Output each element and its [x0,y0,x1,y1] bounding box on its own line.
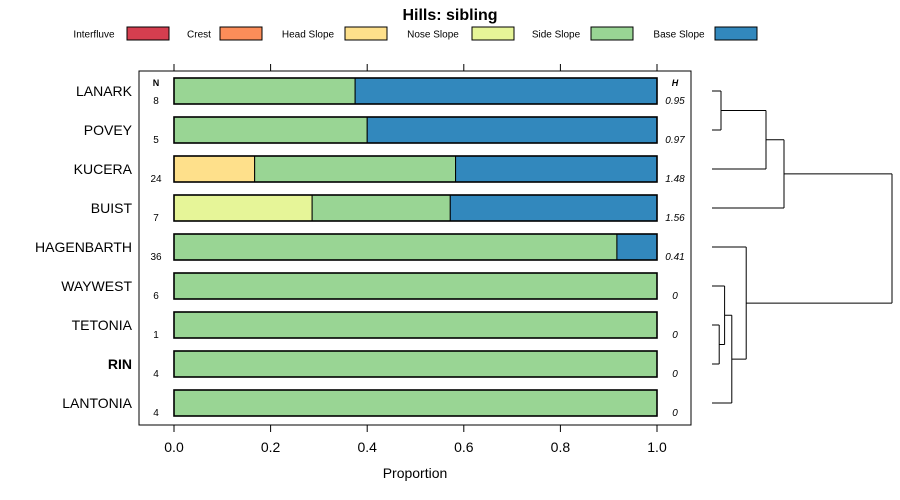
x-tick-label: 1.0 [647,439,667,455]
bar-segment-side-slope [254,155,457,183]
legend-swatch-head-slope [344,26,388,41]
legend-swatch-nose-slope [471,26,515,41]
h-value: 0 [672,291,678,302]
bar-segment-side-slope [173,389,658,417]
n-value: 5 [153,135,159,146]
row-povey: POVEY 5 0.97 [84,116,685,146]
bar-outline [173,389,658,417]
bar-outline [173,272,658,300]
x-tick-label: 0.8 [551,439,571,455]
h-value: 1.48 [665,174,685,185]
h-value: 0 [672,408,678,419]
dendrogram [712,90,893,404]
legend-label-interfluve: Interfluve [73,30,115,41]
n-value: 6 [153,291,159,302]
x-tick-label: 0.0 [164,439,184,455]
n-column-header: N [153,78,160,88]
bar-segment-head-slope [173,155,256,183]
bar-outline [173,116,658,144]
n-value: 36 [150,252,162,263]
legend-swatch-interfluve [126,26,170,41]
y-label: BUIST [91,200,133,216]
bar-outline [173,155,658,183]
h-value: 0 [672,369,678,380]
row-waywest: WAYWEST 6 0 [61,272,678,302]
bar-outline [173,77,658,105]
bar-segment-base-slope [366,116,658,144]
bar-segment-side-slope [173,116,368,144]
bar-segment-base-slope [354,77,658,105]
bar-segment-nose-slope [173,194,313,222]
h-value: 1.56 [665,213,685,224]
bar-segment-side-slope [173,77,356,105]
n-value: 1 [153,330,159,341]
y-label: RIN [108,356,132,372]
h-column-header: H [672,78,679,88]
h-value: 0.41 [665,252,684,263]
n-value: 4 [153,369,159,380]
y-label: POVEY [84,122,133,138]
legend-label-head-slope: Head Slope [282,30,335,41]
row-rin: RIN 4 0 [108,350,678,380]
n-value: 7 [153,213,159,224]
y-label: HAGENBARTH [35,239,132,255]
legend: Interfluve Crest Head Slope Nose Slope Side … [73,26,758,41]
bar-segment-base-slope [455,155,658,183]
y-label: LANARK [76,83,133,99]
n-value: 8 [153,96,159,107]
h-value: 0 [672,330,678,341]
bar-segment-side-slope [311,194,451,222]
chart-title: Hills: sibling [402,7,497,24]
bar-outline [173,233,658,261]
plot-frame [138,70,692,426]
bar-outline [173,311,658,339]
legend-label-base-slope: Base Slope [653,30,705,41]
x-axis-label: Proportion [383,465,448,481]
x-axis: 0.0 0.2 0.4 0.6 0.8 1.0 [164,64,667,455]
row-lantonia: LANTONIA 4 0 [62,389,678,419]
x-tick-label: 0.4 [357,439,377,455]
h-value: 0.97 [665,135,685,146]
row-kucera: KUCERA 24 1.48 [74,155,685,185]
bar-segment-base-slope [449,194,658,222]
bar-segment-side-slope [173,272,658,300]
bar-rows: LANARK 8 0.95 POVEY 5 0.97 KUCERA 24 1.48 BUIST 7 1… [35,77,685,419]
legend-label-nose-slope: Nose Slope [407,30,459,41]
y-label: LANTONIA [62,395,132,411]
legend-swatch-crest [219,26,263,41]
y-label: WAYWEST [61,278,132,294]
legend-swatch-base-slope [714,26,758,41]
h-value: 0.95 [665,96,685,107]
bar-outline [173,194,658,222]
x-tick-label: 0.6 [454,439,474,455]
n-value: 24 [150,174,162,185]
legend-label-side-slope: Side Slope [532,30,581,41]
row-buist: BUIST 7 1.56 [91,194,685,224]
row-hagenbarth: HAGENBARTH 36 0.41 [35,233,685,263]
n-value: 4 [153,408,159,419]
y-label: TETONIA [72,317,133,333]
bar-segment-side-slope [173,311,658,339]
row-tetonia: TETONIA 1 0 [72,311,678,341]
bar-segment-side-slope [173,233,618,261]
bar-segment-side-slope [173,350,658,378]
legend-swatch-side-slope [590,26,634,41]
bar-outline [173,350,658,378]
row-lanark: LANARK 8 0.95 [76,77,685,107]
x-tick-label: 0.2 [261,439,281,455]
y-label: KUCERA [74,161,133,177]
bar-segment-base-slope [616,233,658,261]
legend-label-crest: Crest [187,30,211,41]
